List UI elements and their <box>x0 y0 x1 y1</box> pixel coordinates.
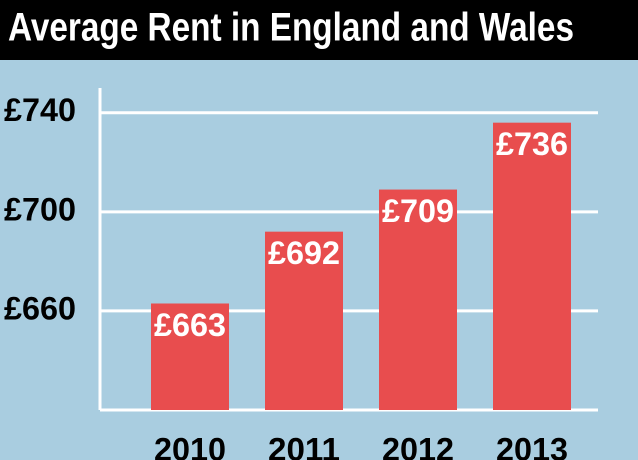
x-tick-label: 2011 <box>268 431 340 460</box>
value-label: £736 <box>496 126 568 162</box>
value-label: £663 <box>154 307 226 343</box>
x-tick-label: 2013 <box>496 431 568 460</box>
value-label: £709 <box>382 193 454 229</box>
y-tick-label: £740 <box>4 92 76 128</box>
y-tick-label: £660 <box>4 290 76 326</box>
chart-title: Average Rent in England and Wales <box>8 6 574 50</box>
x-tick-label: 2010 <box>154 431 226 460</box>
bar <box>151 303 229 410</box>
x-tick-label: 2012 <box>382 431 454 460</box>
bar <box>265 231 343 410</box>
bar <box>493 122 571 410</box>
y-tick-label: £700 <box>4 191 76 227</box>
title-bar <box>0 0 638 60</box>
bar <box>379 189 457 410</box>
value-label: £692 <box>268 235 340 271</box>
